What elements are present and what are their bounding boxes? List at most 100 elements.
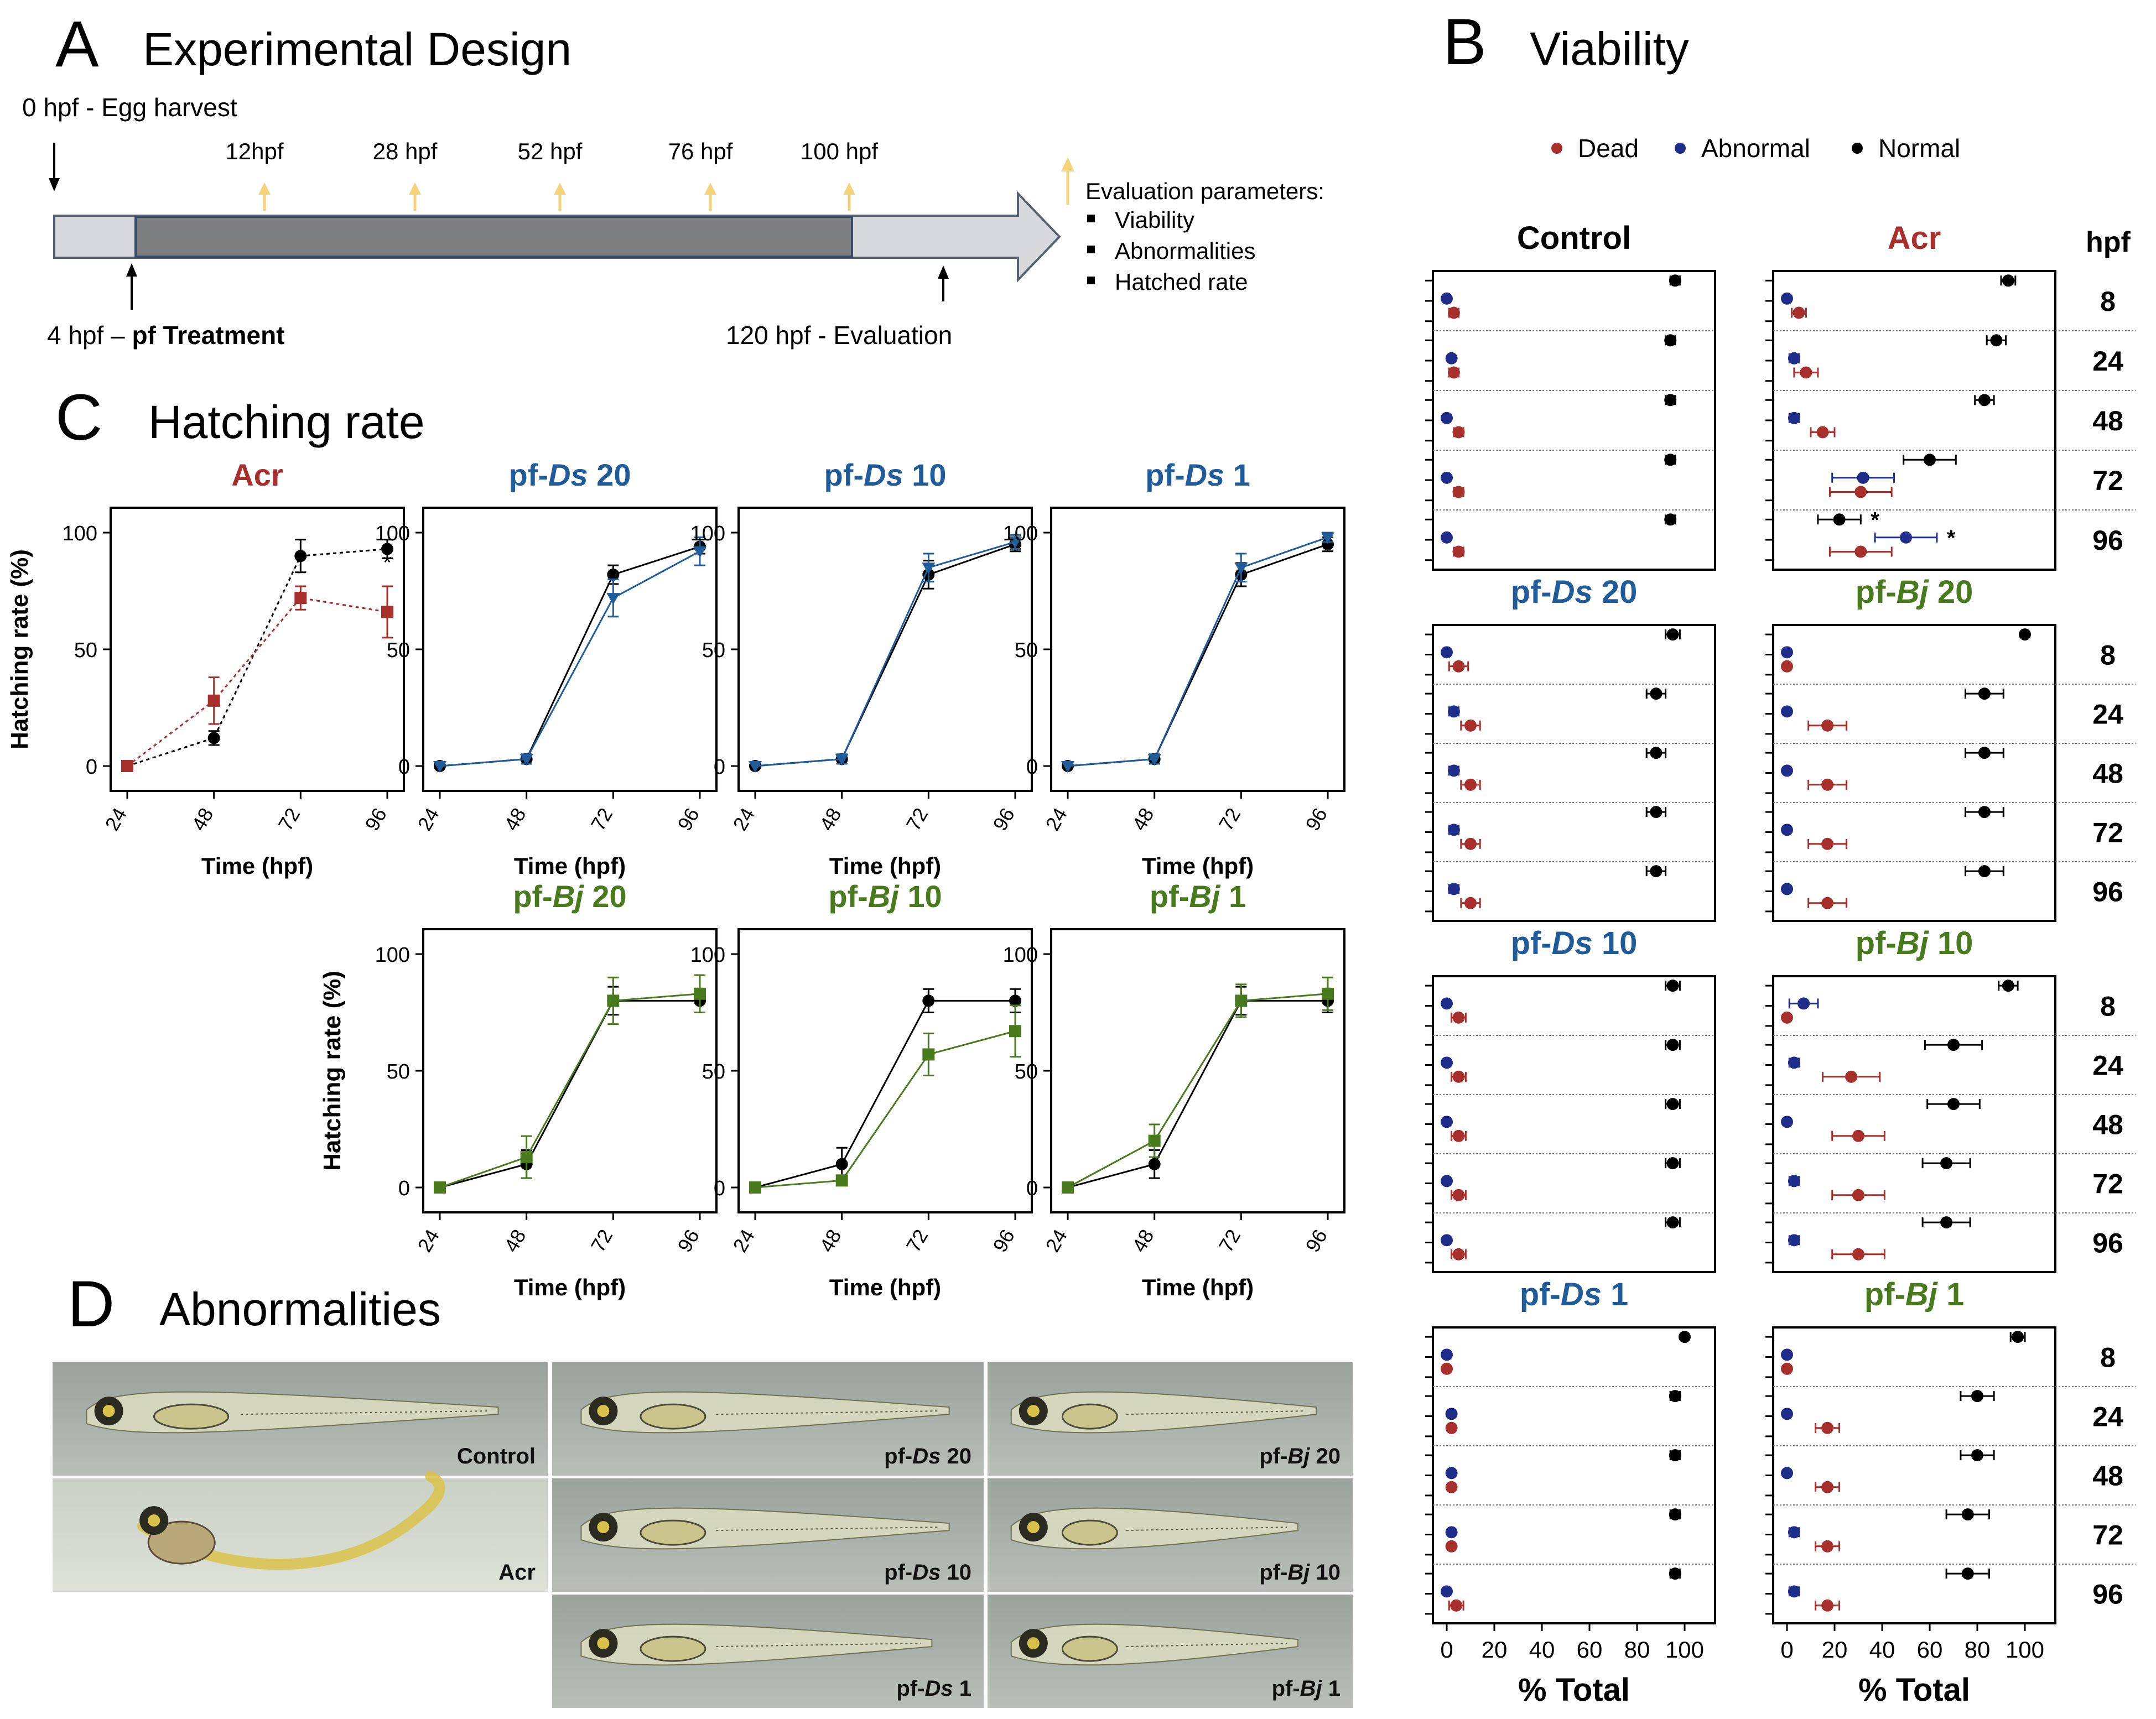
legend-marker	[1852, 143, 1863, 154]
viability-chart: pf-Bj 10 8 24 48 72 96	[1765, 925, 2136, 1273]
hpf-label: 96	[2092, 1579, 2123, 1610]
data-point	[1445, 352, 1458, 364]
y-tick-label: 100	[63, 522, 97, 545]
legend-label: Normal	[1878, 134, 1960, 163]
data-point	[1821, 1421, 1834, 1434]
data-point	[1666, 1157, 1679, 1170]
data-point	[835, 754, 849, 766]
data-point	[1781, 1362, 1793, 1375]
data-point	[1441, 292, 1453, 305]
plot-frame	[737, 928, 1033, 1213]
series-line	[127, 597, 388, 767]
timepoint-arrow-icon	[843, 183, 855, 195]
timepoint-label: 12hpf	[225, 138, 283, 164]
data-point	[1664, 394, 1677, 407]
y-tick-label: 0	[1026, 1177, 1038, 1200]
x-tick-label: 48	[1128, 804, 1158, 835]
viability-chart-title: pf-Bj 20	[1856, 574, 1973, 610]
panel-d-letter: D	[67, 1268, 115, 1341]
hpf-label: 8	[2100, 1342, 2116, 1373]
hpf-label: 96	[2092, 1228, 2123, 1259]
data-point	[1978, 687, 1991, 700]
viability-chart: Control	[1425, 220, 1716, 571]
data-point	[1441, 997, 1453, 1010]
data-point	[1947, 1039, 1960, 1051]
y-tick-label: 50	[387, 1060, 410, 1084]
x-tick-label: 72	[1214, 804, 1245, 835]
data-point	[1452, 545, 1465, 558]
larvae-images: Control Acr pf-Ds 20 pf-Ds 10 pf-Ds 1 pf-Bj 2…	[53, 1362, 1353, 1708]
bullet-icon	[1087, 246, 1095, 253]
data-point	[1781, 646, 1793, 659]
data-point	[1821, 897, 1834, 909]
panel-b-title: Viability	[1530, 23, 1689, 75]
plot-frame	[1772, 1326, 2056, 1624]
viability-chart-title: Control	[1517, 220, 1631, 256]
data-point	[1445, 1540, 1458, 1553]
significance-asterisk: *	[1871, 508, 1879, 532]
data-point	[1854, 545, 1867, 558]
x-tick-label: 96	[1301, 804, 1332, 835]
data-point	[1781, 660, 1793, 673]
x-tick-label: 20	[1482, 1637, 1508, 1663]
panel-c-letter: C	[55, 381, 102, 454]
significance-asterisk: *	[383, 551, 392, 575]
series-line	[755, 999, 1015, 1189]
data-point	[519, 754, 533, 766]
data-point	[207, 732, 220, 744]
hpf-label: 48	[2092, 405, 2123, 436]
data-point	[1788, 1585, 1800, 1598]
data-point	[1797, 997, 1810, 1010]
hpf-label: 48	[2092, 1461, 2123, 1492]
data-point	[1961, 1508, 1974, 1521]
viability-legend: Dead Abnormal Normal	[1551, 134, 1960, 163]
hpf-label: 8	[2100, 286, 2116, 317]
data-point	[1788, 1526, 1800, 1539]
data-point	[1441, 1116, 1453, 1128]
y-tick-label: 100	[690, 522, 725, 545]
bullet-icon	[1087, 277, 1095, 284]
x-tick-label: 24	[413, 804, 444, 835]
data-point	[1664, 334, 1677, 347]
y-tick-label: 0	[398, 756, 410, 779]
data-point	[1961, 1567, 1974, 1580]
data-point	[1854, 486, 1867, 498]
data-point	[1464, 897, 1477, 909]
data-point	[922, 1048, 935, 1061]
data-point	[1821, 1481, 1834, 1493]
hpf-label: 72	[2092, 1520, 2123, 1551]
x-tick-label: 96	[360, 804, 391, 835]
data-point	[749, 761, 762, 773]
y-tick-label: 0	[714, 1177, 725, 1200]
x-tick-label: 24	[728, 1226, 759, 1256]
viability-chart: Acr * * 8 24 48 72 96	[1765, 220, 2136, 571]
legend-marker	[1675, 143, 1686, 154]
yolk-sac	[147, 1520, 216, 1565]
panel-a: A Experimental Design 0 hpf - Egg harves…	[22, 8, 1324, 350]
x-tick-label: 96	[673, 804, 704, 835]
notochord	[716, 1527, 938, 1532]
data-point	[1679, 1331, 1691, 1343]
data-point	[922, 994, 935, 1007]
x-tick-label: 48	[500, 1226, 531, 1256]
data-point	[1781, 883, 1793, 895]
data-point	[1852, 1189, 1864, 1201]
data-point	[1452, 1129, 1465, 1142]
data-point	[2002, 274, 2014, 287]
data-point	[1009, 994, 1021, 1007]
data-point	[1009, 536, 1022, 549]
data-point	[1452, 486, 1465, 498]
series-line	[1067, 536, 1328, 767]
data-point	[1062, 1181, 1074, 1194]
notochord	[716, 1410, 938, 1415]
x-tick-label: 24	[100, 804, 131, 835]
data-point	[1441, 411, 1453, 424]
y-tick-label: 100	[375, 522, 410, 545]
data-point	[1441, 471, 1453, 484]
viability-chart: pf-Ds 20	[1425, 574, 1716, 922]
hatching-chart: pf-Ds 20 0 50 100 24 48 72 96 Time (hpf)	[375, 457, 718, 879]
x-tick-label: 80	[1965, 1637, 1991, 1663]
data-point	[1441, 1585, 1453, 1598]
data-point	[1666, 628, 1679, 641]
